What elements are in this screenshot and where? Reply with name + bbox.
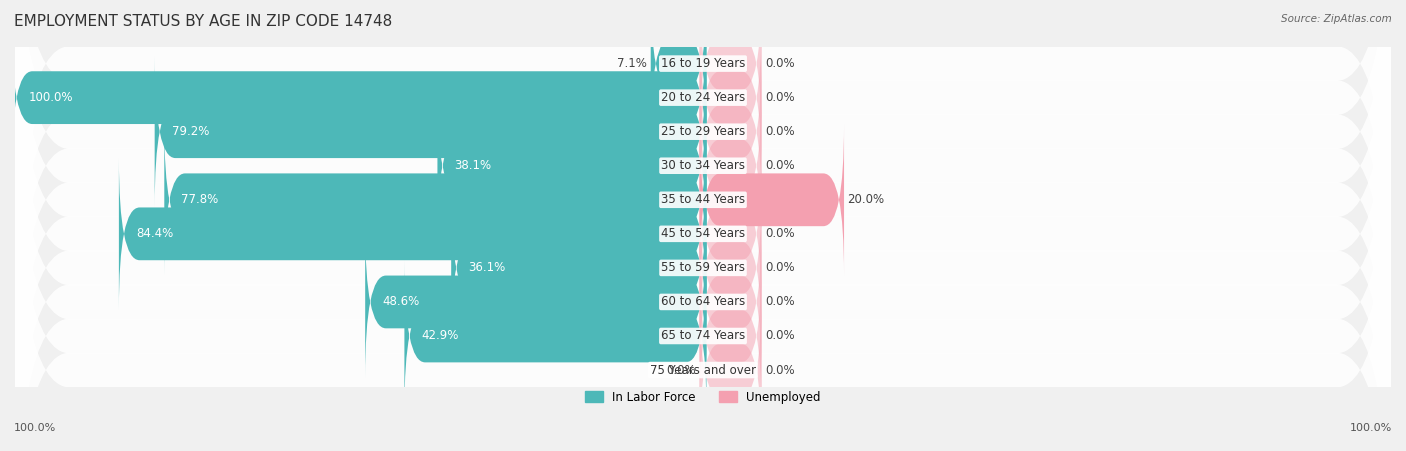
Text: 0.0%: 0.0% <box>765 295 794 308</box>
Text: 55 to 59 Years: 55 to 59 Years <box>661 262 745 274</box>
FancyBboxPatch shape <box>700 22 762 173</box>
FancyBboxPatch shape <box>700 124 844 276</box>
Text: 75 Years and over: 75 Years and over <box>650 364 756 377</box>
Text: 65 to 74 Years: 65 to 74 Years <box>661 330 745 342</box>
Text: 100.0%: 100.0% <box>1350 423 1392 433</box>
FancyBboxPatch shape <box>451 192 706 344</box>
Text: 0.0%: 0.0% <box>765 159 794 172</box>
FancyBboxPatch shape <box>700 192 762 344</box>
Text: EMPLOYMENT STATUS BY AGE IN ZIP CODE 14748: EMPLOYMENT STATUS BY AGE IN ZIP CODE 147… <box>14 14 392 28</box>
FancyBboxPatch shape <box>700 226 762 377</box>
FancyBboxPatch shape <box>11 22 706 173</box>
Text: 38.1%: 38.1% <box>454 159 492 172</box>
FancyBboxPatch shape <box>700 90 762 241</box>
FancyBboxPatch shape <box>15 0 1391 451</box>
Text: 20.0%: 20.0% <box>848 193 884 206</box>
FancyBboxPatch shape <box>366 226 706 377</box>
Legend: In Labor Force, Unemployed: In Labor Force, Unemployed <box>581 386 825 409</box>
FancyBboxPatch shape <box>651 0 706 139</box>
FancyBboxPatch shape <box>15 81 1391 451</box>
FancyBboxPatch shape <box>405 260 706 412</box>
Text: 0.0%: 0.0% <box>765 57 794 70</box>
Text: Source: ZipAtlas.com: Source: ZipAtlas.com <box>1281 14 1392 23</box>
Text: 42.9%: 42.9% <box>422 330 458 342</box>
Text: 0.0%: 0.0% <box>765 125 794 138</box>
FancyBboxPatch shape <box>700 294 762 446</box>
Text: 0.0%: 0.0% <box>666 364 696 377</box>
Text: 36.1%: 36.1% <box>468 262 506 274</box>
FancyBboxPatch shape <box>15 0 1391 421</box>
FancyBboxPatch shape <box>700 158 762 309</box>
Text: 0.0%: 0.0% <box>765 262 794 274</box>
Text: 0.0%: 0.0% <box>765 364 794 377</box>
FancyBboxPatch shape <box>700 0 762 139</box>
Text: 0.0%: 0.0% <box>765 91 794 104</box>
FancyBboxPatch shape <box>15 13 1391 451</box>
FancyBboxPatch shape <box>15 115 1391 451</box>
Text: 45 to 54 Years: 45 to 54 Years <box>661 227 745 240</box>
Text: 77.8%: 77.8% <box>181 193 219 206</box>
Text: 79.2%: 79.2% <box>172 125 209 138</box>
Text: 100.0%: 100.0% <box>14 423 56 433</box>
Text: 20 to 24 Years: 20 to 24 Years <box>661 91 745 104</box>
FancyBboxPatch shape <box>120 158 706 309</box>
FancyBboxPatch shape <box>700 56 762 207</box>
FancyBboxPatch shape <box>15 0 1391 451</box>
FancyBboxPatch shape <box>15 0 1391 387</box>
FancyBboxPatch shape <box>15 0 1391 353</box>
Text: 60 to 64 Years: 60 to 64 Years <box>661 295 745 308</box>
FancyBboxPatch shape <box>155 56 706 207</box>
FancyBboxPatch shape <box>15 0 1391 318</box>
FancyBboxPatch shape <box>15 47 1391 451</box>
Text: 100.0%: 100.0% <box>28 91 73 104</box>
Text: 84.4%: 84.4% <box>136 227 173 240</box>
Text: 48.6%: 48.6% <box>382 295 419 308</box>
FancyBboxPatch shape <box>437 90 706 241</box>
FancyBboxPatch shape <box>165 124 706 276</box>
Text: 25 to 29 Years: 25 to 29 Years <box>661 125 745 138</box>
Text: 0.0%: 0.0% <box>765 330 794 342</box>
Text: 16 to 19 Years: 16 to 19 Years <box>661 57 745 70</box>
Text: 7.1%: 7.1% <box>617 57 647 70</box>
FancyBboxPatch shape <box>700 260 762 412</box>
Text: 0.0%: 0.0% <box>765 227 794 240</box>
Text: 35 to 44 Years: 35 to 44 Years <box>661 193 745 206</box>
Text: 30 to 34 Years: 30 to 34 Years <box>661 159 745 172</box>
